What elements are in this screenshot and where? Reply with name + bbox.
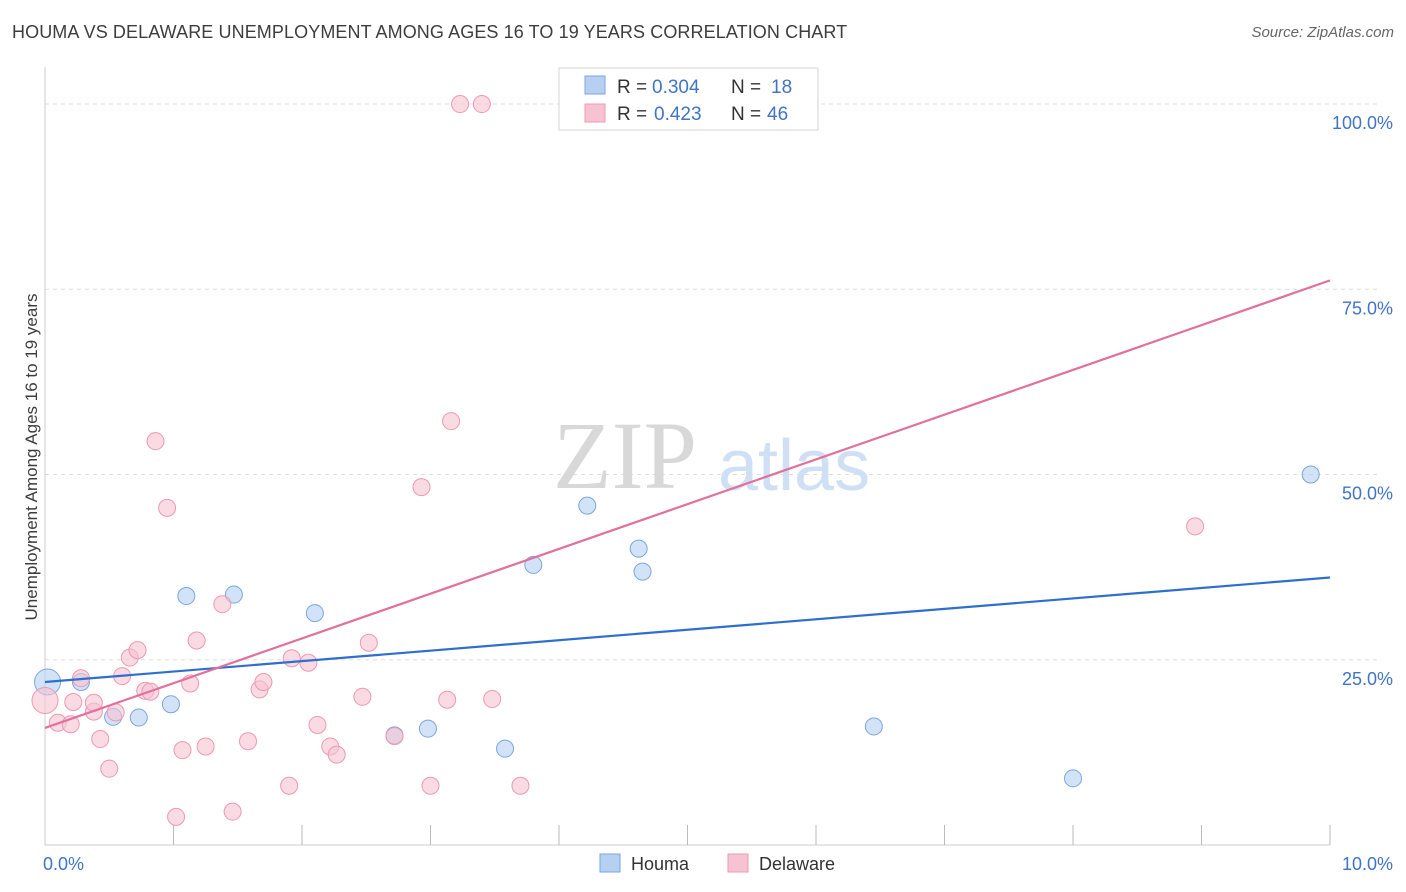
delaware-point bbox=[100, 759, 119, 778]
legend-delaware-r-value: 0.423 bbox=[654, 104, 702, 125]
watermark: ZIP atlas bbox=[553, 402, 870, 509]
legend-delaware-n-value: 46 bbox=[767, 104, 788, 125]
delaware-point bbox=[327, 745, 346, 764]
legend-houma-r-label: R = bbox=[617, 77, 647, 98]
legend-houma-swatch bbox=[584, 75, 606, 95]
bottom-legend-delaware-swatch bbox=[727, 853, 749, 873]
legend-delaware-n-label: N = bbox=[731, 104, 761, 125]
delaware-point bbox=[31, 687, 59, 715]
delaware-point bbox=[421, 776, 440, 795]
x-tick-label: 10.0% bbox=[1342, 854, 1393, 874]
bottom-legend: Houma Delaware bbox=[599, 853, 835, 874]
houma-point bbox=[864, 717, 883, 736]
chart-title: HOUMA VS DELAWARE UNEMPLOYMENT AMONG AGE… bbox=[12, 22, 848, 42]
delaware-point bbox=[282, 649, 301, 668]
y-axis-label: Unemployment Among Ages 16 to 19 years bbox=[22, 294, 41, 621]
y-tick-label: 75.0% bbox=[1342, 298, 1393, 318]
houma-point bbox=[578, 496, 597, 515]
delaware-point bbox=[412, 478, 431, 497]
delaware-point bbox=[1186, 517, 1205, 536]
watermark-zip: ZIP bbox=[553, 402, 697, 509]
delaware-point bbox=[213, 595, 232, 614]
houma-point bbox=[177, 587, 196, 606]
houma-point bbox=[418, 719, 437, 738]
delaware-point bbox=[472, 95, 491, 114]
delaware-point bbox=[187, 631, 206, 650]
houma-point bbox=[305, 604, 324, 623]
legend-houma-r-value: 0.304 bbox=[652, 77, 700, 98]
legend-delaware-swatch bbox=[584, 103, 606, 123]
delaware-trend-line bbox=[44, 279, 1331, 729]
delaware-point bbox=[359, 633, 378, 652]
bottom-legend-houma-swatch bbox=[599, 853, 621, 873]
legend-houma-n-label: N = bbox=[731, 77, 761, 98]
delaware-point bbox=[299, 653, 318, 672]
delaware-point bbox=[280, 776, 299, 795]
delaware-point bbox=[483, 690, 502, 709]
delaware-point bbox=[353, 687, 372, 706]
y-tick-label: 100.0% bbox=[1332, 113, 1393, 133]
axis-layer: 25.0% 50.0% 75.0% 100.0% 0.0% 10.0% bbox=[43, 67, 1393, 874]
delaware-point bbox=[239, 732, 258, 751]
bottom-legend-delaware-label: Delaware bbox=[759, 854, 835, 874]
top-legend: R = 0.304 N = 18 R = 0.423 N = 46 bbox=[558, 67, 819, 131]
legend-houma-n-value: 18 bbox=[771, 77, 792, 98]
houma-point bbox=[496, 739, 515, 758]
delaware-point bbox=[173, 741, 192, 760]
houma-point bbox=[161, 695, 180, 714]
houma-point bbox=[224, 585, 243, 604]
grid-layer bbox=[45, 103, 1378, 661]
legend-delaware-r-label: R = bbox=[617, 104, 647, 125]
delaware-point bbox=[442, 412, 461, 431]
delaware-point bbox=[223, 802, 242, 821]
x-tick-label: 0.0% bbox=[43, 854, 84, 874]
houma-point bbox=[1064, 769, 1082, 788]
delaware-point bbox=[146, 432, 165, 451]
y-tick-label: 50.0% bbox=[1342, 484, 1393, 504]
delaware-point bbox=[254, 672, 273, 691]
delaware-point bbox=[196, 737, 215, 756]
bottom-legend-houma-label: Houma bbox=[631, 854, 690, 874]
delaware-point bbox=[451, 95, 470, 114]
houma-point bbox=[629, 539, 648, 558]
delaware-point bbox=[64, 692, 83, 711]
points-layer bbox=[31, 95, 1320, 826]
houma-trend-line bbox=[44, 576, 1331, 684]
delaware-point bbox=[158, 498, 177, 517]
delaware-point bbox=[511, 776, 530, 795]
trend-layer bbox=[44, 279, 1331, 729]
houma-point bbox=[524, 555, 543, 574]
delaware-point bbox=[385, 727, 404, 746]
delaware-point bbox=[91, 730, 110, 749]
delaware-point bbox=[438, 690, 457, 709]
houma-point bbox=[1301, 465, 1320, 484]
delaware-point bbox=[128, 641, 147, 660]
houma-point bbox=[633, 562, 652, 581]
source-credit: Source: ZipAtlas.com bbox=[1251, 24, 1394, 41]
houma-point bbox=[129, 708, 148, 727]
delaware-point bbox=[167, 807, 186, 826]
delaware-point bbox=[308, 715, 327, 734]
y-tick-label: 25.0% bbox=[1342, 669, 1393, 689]
